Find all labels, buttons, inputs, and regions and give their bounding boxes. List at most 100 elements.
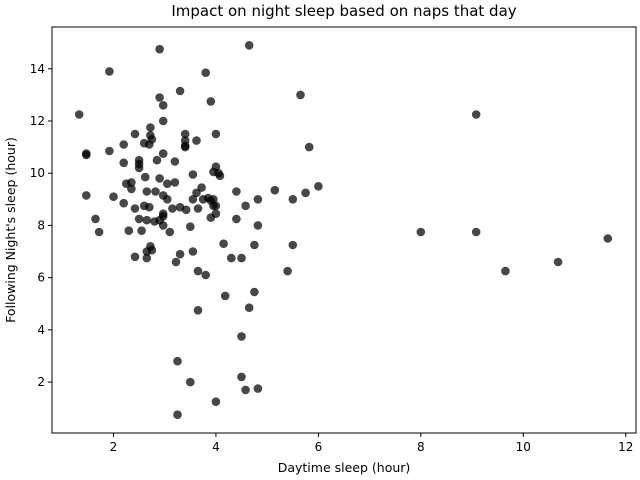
data-point <box>175 249 185 259</box>
data-point <box>244 41 254 50</box>
data-point <box>237 253 246 263</box>
data-point <box>105 146 114 156</box>
data-point <box>241 201 250 211</box>
data-point <box>134 163 144 173</box>
data-point <box>188 195 198 204</box>
data-point <box>416 227 426 237</box>
data-point <box>296 90 305 100</box>
data-point <box>74 110 84 119</box>
data-point <box>142 253 152 263</box>
data-point <box>603 234 613 243</box>
data-point <box>253 195 263 204</box>
data-point <box>288 240 298 250</box>
data-point <box>173 356 182 366</box>
data-point <box>188 170 198 179</box>
data-point <box>211 201 221 211</box>
x-tick-label: 12 <box>618 440 633 454</box>
data-point <box>553 257 563 267</box>
data-point <box>209 195 218 204</box>
data-point <box>186 222 195 231</box>
data-point <box>250 287 259 297</box>
data-point <box>180 129 190 139</box>
data-point <box>193 306 203 315</box>
x-tick-label: 8 <box>417 440 425 454</box>
data-point <box>155 174 164 183</box>
data-point <box>158 221 168 230</box>
data-point <box>137 226 146 235</box>
data-point <box>155 93 164 102</box>
data-point <box>142 215 152 225</box>
data-point <box>82 191 91 200</box>
data-point <box>158 212 168 221</box>
data-point <box>127 178 136 187</box>
data-point <box>163 179 172 188</box>
data-point <box>250 240 259 250</box>
data-point <box>270 185 280 195</box>
data-point <box>147 245 157 255</box>
y-tick-label: 14 <box>30 62 45 76</box>
data-point <box>151 187 160 196</box>
data-point <box>304 142 314 152</box>
y-tick-label: 8 <box>37 218 45 232</box>
y-axis: 2 4 6 8 10 12 14 <box>30 62 52 389</box>
data-point <box>193 266 203 276</box>
x-tick-label: 6 <box>315 440 323 454</box>
data-point <box>109 192 118 201</box>
data-point <box>171 257 181 267</box>
x-tick-label: 2 <box>110 440 118 454</box>
data-point <box>158 101 168 110</box>
data-point <box>163 195 172 204</box>
data-point <box>158 149 168 158</box>
data-point <box>237 332 246 341</box>
data-point <box>130 204 140 213</box>
data-point <box>124 226 134 235</box>
data-point <box>237 372 246 382</box>
data-point <box>244 303 254 313</box>
data-point <box>130 129 140 139</box>
data-point <box>253 384 263 393</box>
data-point <box>471 227 481 237</box>
data-point <box>215 171 225 181</box>
data-point <box>119 158 128 168</box>
data-point <box>180 142 190 152</box>
data-point <box>119 198 128 208</box>
data-point <box>134 214 144 224</box>
data-point <box>146 123 155 132</box>
data-point <box>232 214 241 224</box>
data-point <box>188 247 198 256</box>
plot-frame <box>51 26 637 434</box>
data-point <box>314 182 323 191</box>
data-point <box>165 227 175 237</box>
data-point <box>173 410 182 420</box>
data-point <box>219 239 228 248</box>
y-tick-label: 10 <box>30 166 45 180</box>
data-point <box>147 135 157 144</box>
data-point <box>201 68 210 77</box>
data-point <box>211 397 221 407</box>
y-axis-label: Following Night's sleep (hour) <box>3 137 18 323</box>
chart-title: Impact on night sleep based on naps that… <box>171 2 516 20</box>
data-point <box>193 204 203 213</box>
data-point <box>501 266 510 276</box>
data-point <box>170 178 180 187</box>
data-point <box>471 110 481 119</box>
data-point <box>253 221 263 230</box>
points-layer <box>74 41 613 420</box>
y-tick-label: 2 <box>37 375 45 389</box>
data-point <box>288 195 298 204</box>
data-point <box>301 188 310 198</box>
y-tick-label: 6 <box>37 271 45 285</box>
data-point <box>168 204 177 213</box>
data-point <box>155 44 164 54</box>
data-point <box>91 214 100 224</box>
data-point <box>119 140 128 149</box>
data-point <box>197 183 206 192</box>
data-point <box>181 205 191 215</box>
data-point <box>211 129 221 139</box>
data-point <box>94 227 104 237</box>
x-axis: 2 4 6 8 10 12 <box>110 433 633 454</box>
data-point <box>175 86 185 96</box>
data-point <box>140 172 150 182</box>
data-point <box>227 253 236 263</box>
